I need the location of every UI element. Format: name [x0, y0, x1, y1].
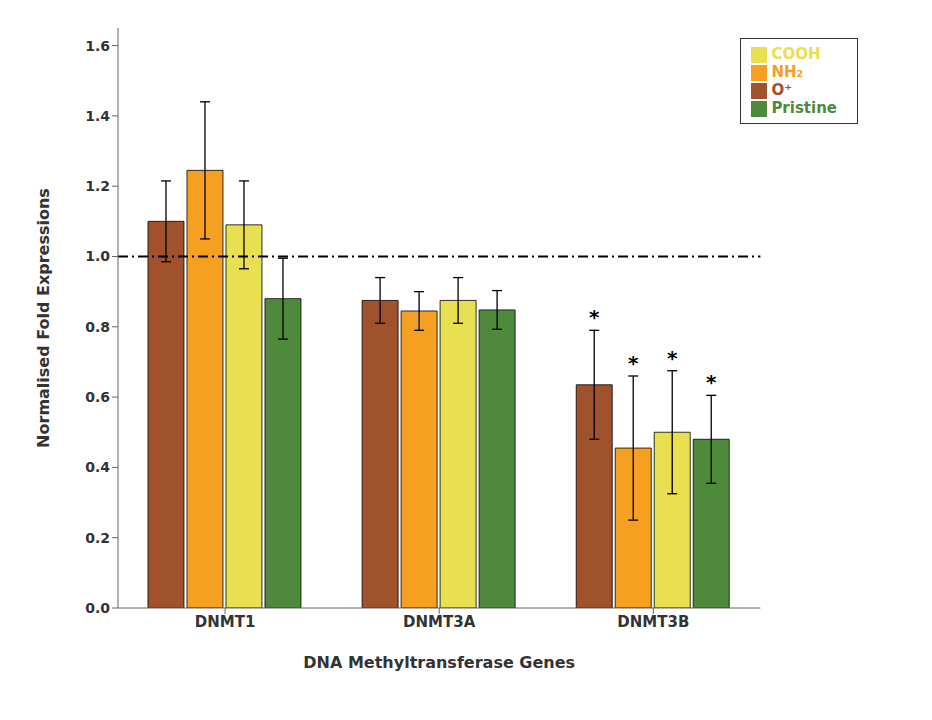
svg-text:0.6: 0.6: [85, 389, 110, 405]
html-text:O⁺: O⁺: [771, 81, 792, 99]
svg-text:0.4: 0.4: [85, 459, 110, 475]
svg-text:DNMT1: DNMT1: [195, 613, 256, 631]
svg-text:1.2: 1.2: [85, 178, 110, 194]
html-text:Pristine: Pristine: [771, 99, 837, 117]
svg-text:0.8: 0.8: [85, 319, 110, 335]
svg-text:DNMT3B: DNMT3B: [617, 613, 689, 631]
svg-text:1.4: 1.4: [85, 108, 110, 124]
html-text:COOH: COOH: [771, 45, 821, 63]
svg-text:DNA Methyltransferase Genes: DNA Methyltransferase Genes: [303, 653, 575, 672]
svg-text:*: *: [589, 305, 600, 329]
svg-text:0.2: 0.2: [85, 530, 110, 546]
html-text:NH₂: NH₂: [771, 63, 804, 81]
svg-text:1.6: 1.6: [85, 38, 110, 54]
svg-text:*: *: [706, 370, 717, 394]
svg-text:DNMT3A: DNMT3A: [403, 613, 476, 631]
svg-text:*: *: [667, 346, 678, 370]
svg-text:0.0: 0.0: [85, 600, 110, 616]
svg-text:1.0: 1.0: [85, 248, 110, 264]
svg-text:Normalised Fold Expressions: Normalised Fold Expressions: [34, 188, 53, 448]
svg-text:*: *: [628, 351, 639, 375]
